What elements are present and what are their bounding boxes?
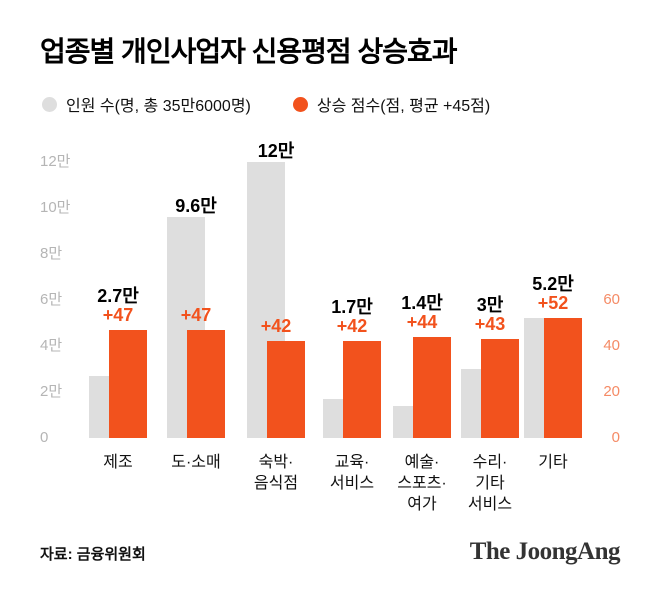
people-value-label: 9.6만 xyxy=(175,196,217,217)
y-axis-tick-left: 12만 xyxy=(40,153,71,170)
y-axis-tick-left: 2만 xyxy=(40,383,63,400)
score-value-label: +47 xyxy=(102,304,134,325)
y-axis-tick-left: 6만 xyxy=(40,291,63,308)
people-legend-dot-icon xyxy=(42,96,57,112)
y-axis-tick-right: 40 xyxy=(603,337,620,354)
bar-score xyxy=(187,329,225,438)
bar-score xyxy=(267,341,305,438)
category-label: 수리· xyxy=(472,454,508,471)
bar-score xyxy=(343,341,381,438)
chart-title: 업종별 개인사업자 신용평점 상승효과 xyxy=(40,36,457,67)
legend-item-people: 인원 수(명, 총 35만6000명) xyxy=(42,92,251,116)
legend: 인원 수(명, 총 35만6000명) 상승 점수(점, 평균 +45점) xyxy=(42,92,490,116)
people-value-label: 2.7만 xyxy=(97,285,139,306)
category-label: 서비스 xyxy=(329,475,375,492)
bar-score xyxy=(481,339,519,438)
category-label: 숙박· xyxy=(258,454,294,471)
category-label: 제조 xyxy=(103,454,133,471)
category-label: 서비스 xyxy=(467,496,513,513)
score-value-label: +43 xyxy=(474,314,506,335)
y-axis-tick-right: 0 xyxy=(611,429,620,446)
people-value-label: 1.7만 xyxy=(331,297,373,318)
joongang-logo: The JoongAng xyxy=(469,538,621,565)
score-value-label: +42 xyxy=(336,316,368,337)
category-label: 도·소매 xyxy=(171,454,221,471)
category-label: 기타 xyxy=(538,454,568,471)
category-label: 여가 xyxy=(407,496,437,513)
people-legend-label: 인원 수(명, 총 35만6000명) xyxy=(66,98,251,115)
category-label: 스포츠· xyxy=(397,475,447,492)
category-label: 음식점 xyxy=(253,475,299,492)
bar-score xyxy=(544,318,582,438)
bar-score xyxy=(109,329,147,438)
bar-score xyxy=(413,336,451,438)
y-axis-tick-right: 20 xyxy=(603,383,620,400)
category-label: 교육· xyxy=(334,454,370,471)
score-value-label: +42 xyxy=(260,316,292,337)
y-axis-tick-right: 60 xyxy=(603,291,620,308)
y-axis-tick-left: 4만 xyxy=(40,337,63,354)
score-legend-label: 상승 점수(점, 평균 +45점) xyxy=(316,98,491,115)
y-axis-tick-left: 0 xyxy=(40,429,49,446)
score-value-label: +44 xyxy=(406,311,438,332)
people-value-label: 3만 xyxy=(476,295,504,316)
score-legend-dot-icon xyxy=(292,96,308,112)
people-value-label: 1.4만 xyxy=(401,292,443,313)
category-label: 기타 xyxy=(475,475,505,492)
category-label: 예술· xyxy=(404,454,440,471)
legend-item-score: 상승 점수(점, 평균 +45점) xyxy=(292,92,491,116)
source-credit: 자료: 금융위원회 xyxy=(40,546,146,563)
score-value-label: +47 xyxy=(180,304,212,325)
people-value-label: 5.2만 xyxy=(532,274,574,295)
people-value-label: 12만 xyxy=(257,141,295,161)
y-axis-tick-left: 10만 xyxy=(40,199,71,216)
y-axis-tick-left: 8만 xyxy=(40,245,63,262)
score-value-label: +52 xyxy=(537,293,569,314)
